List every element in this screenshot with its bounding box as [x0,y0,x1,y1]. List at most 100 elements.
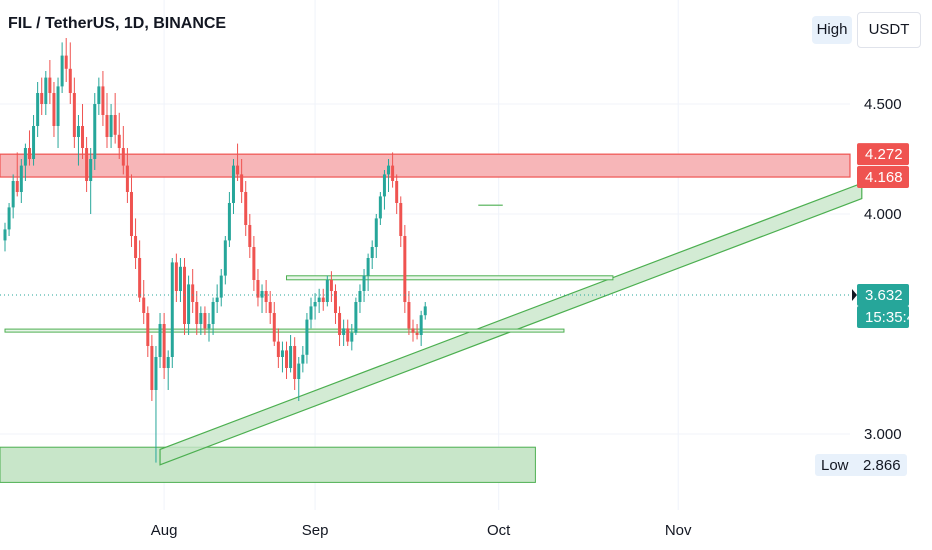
candle-body [227,203,231,241]
candle-body [32,126,36,159]
price-tick-label: 4.000 [864,206,902,223]
candle-body [378,196,382,219]
candle-body [395,181,399,203]
candle-body [207,324,211,329]
candle-body [101,86,105,115]
candle-body [129,192,133,236]
candle-body [7,207,11,230]
candle-body [68,68,72,93]
candle-body [244,192,248,225]
candle-body [19,165,23,192]
candle-body [252,247,256,280]
candle-body [121,148,125,166]
currency-button[interactable]: USDT [857,12,921,48]
candle-body [342,328,346,335]
candle-body [415,332,419,335]
resistance-bottom-badge: 4.168 [865,169,903,186]
price-pointer-icon [852,288,857,301]
candle-body [105,115,109,137]
candle-body [215,297,219,302]
candle-body [81,126,85,148]
candle-body [338,313,342,335]
candle-body [285,350,289,368]
high-toggle-button[interactable]: High [812,16,852,44]
candle-body [419,315,423,335]
candle-body [403,236,407,302]
candle-body [223,240,227,276]
candle-body [174,262,178,291]
candle-body [248,225,252,247]
candle-body [407,302,411,329]
candle-body [301,354,305,364]
candle-body [15,181,19,192]
candle-body [125,165,129,192]
price-tick-label: 3.000 [864,426,902,443]
candle-body [195,302,199,324]
candle-body [142,297,146,313]
countdown-badge-bg [857,305,909,328]
candle-body [117,134,121,148]
level-line-lower [4,328,565,333]
candle-body [387,165,391,175]
candle-body [309,306,313,320]
candle-body [60,55,64,87]
resistance-top-badge: 4.272 [865,146,903,163]
candle-body [354,302,358,333]
candle-body [219,275,223,298]
candle-body [134,236,138,258]
resistance-zone [0,153,851,178]
candle-body [76,126,80,137]
candle-body [382,174,386,197]
support-zone [0,446,536,483]
time-tick-label: Oct [487,522,511,539]
candle-body [138,258,142,298]
candle-body [272,313,276,342]
candle-body [158,324,162,357]
candle-body [170,262,174,357]
candle-body [3,229,7,241]
candle-body [329,280,333,291]
low-label: Low [821,457,849,474]
rising-channel [159,182,863,466]
candle-body [268,302,272,313]
candle-body [97,86,101,104]
candle-body [199,313,203,324]
resistance-top-badge-bg [857,143,909,166]
candle-body [370,247,374,258]
candle-body [366,258,370,276]
candle-body [191,284,195,302]
candle-body [203,313,207,329]
candle-body [72,93,76,137]
last-price-badge: 3.632 [865,287,903,304]
candle-body [146,313,150,346]
candle-body [40,93,44,104]
candle-body [23,148,27,166]
candle-body [346,328,350,342]
candle-body [276,341,280,357]
low-value: 2.866 [863,457,901,474]
candle-body [289,346,293,368]
candle-body [154,357,158,390]
candle-body [162,324,166,368]
candle-body [36,93,40,126]
low-price-badge: Low 2.866 [815,454,907,476]
candle-body [399,203,403,236]
candle-body [374,218,378,247]
candle-body [305,319,309,355]
candle-body [333,291,337,313]
candle-body [358,291,362,302]
candle-body [362,275,366,291]
price-tick-label: 4.500 [864,96,902,113]
candle-body [321,297,325,302]
candle-body [89,159,93,181]
candle-body [48,77,52,93]
time-tick-label: Aug [151,522,178,539]
candle-body [317,297,321,302]
candle-body [350,332,354,342]
candle-body [293,346,297,379]
candle-body [260,291,264,298]
candle-body [166,357,170,368]
candle-body [297,363,301,379]
grid [0,0,850,510]
